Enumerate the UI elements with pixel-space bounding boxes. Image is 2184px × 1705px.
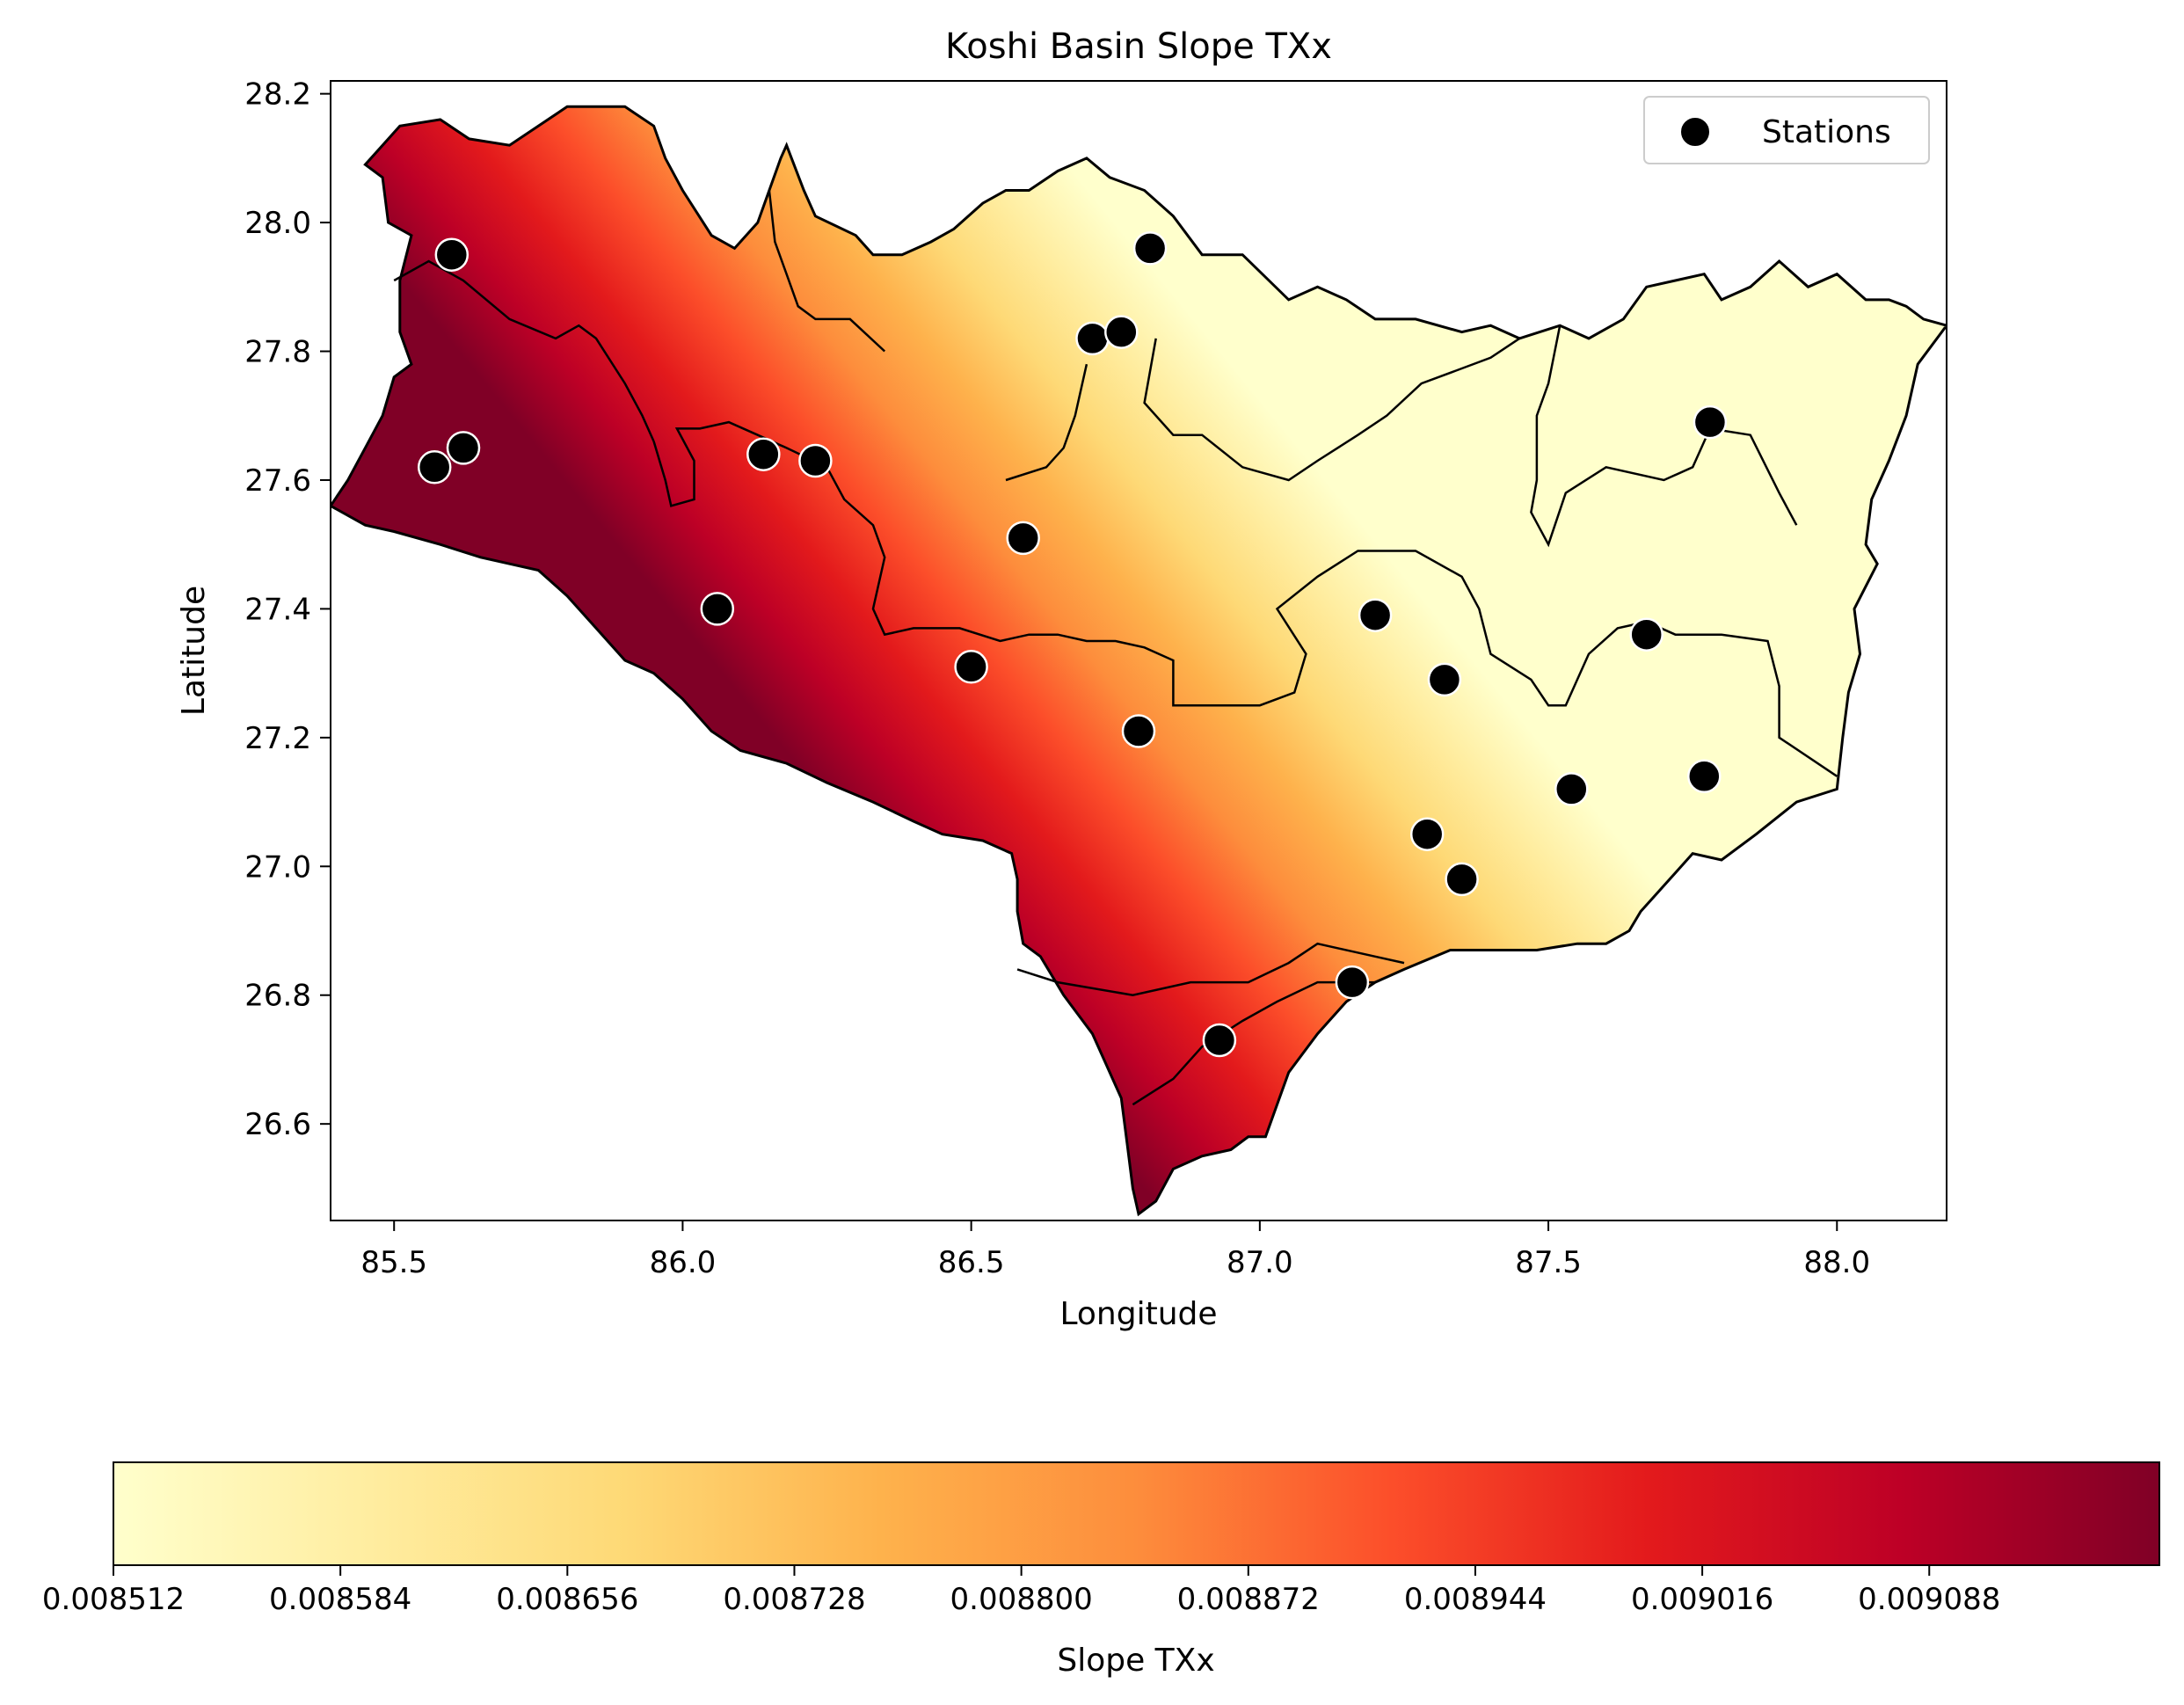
station-markers — [417, 231, 1728, 1058]
colorbar-tick-label: 0.008944 — [1404, 1582, 1547, 1617]
station-marker — [1409, 817, 1445, 851]
x-axis-label: Longitude — [1059, 1296, 1217, 1332]
station-marker — [1075, 321, 1110, 356]
station-marker — [700, 592, 735, 626]
station-marker — [417, 450, 452, 485]
station-marker — [798, 443, 833, 478]
station-marker — [1693, 404, 1728, 440]
station-marker — [746, 437, 781, 471]
x-tick-label: 86.5 — [938, 1245, 1005, 1280]
legend-label: Stations — [1762, 114, 1891, 150]
colorbar-tick-label: 0.008872 — [1177, 1582, 1320, 1617]
station-marker — [1104, 315, 1139, 349]
legend-station-marker — [1679, 116, 1711, 148]
station-marker — [446, 431, 481, 465]
legend-box — [1643, 96, 1930, 164]
colorbar-tick-label: 0.008584 — [269, 1582, 411, 1617]
sub-basin-line — [1530, 324, 1798, 548]
sub-basin-line — [768, 190, 886, 353]
y-tick-label: 27.2 — [244, 721, 311, 756]
y-tick-label: 27.0 — [244, 849, 311, 885]
colorbar-label: Slope TXx — [1057, 1643, 1214, 1679]
station-marker — [1687, 759, 1722, 794]
colorbar-tick-label: 0.008800 — [950, 1582, 1093, 1617]
colorbar-tick-label: 0.008656 — [496, 1582, 638, 1617]
station-marker — [434, 237, 470, 272]
sub-basin-line — [1132, 980, 1376, 1106]
station-marker — [1006, 521, 1040, 556]
y-tick-label: 26.8 — [244, 979, 311, 1014]
x-tick-label: 85.5 — [360, 1245, 427, 1280]
y-tick-label: 27.6 — [244, 463, 311, 499]
colorbar-gradient — [113, 1461, 2160, 1566]
x-tick-label: 87.0 — [1227, 1245, 1293, 1280]
y-tick-label: 27.4 — [244, 592, 311, 627]
y-axis-label: Latitude — [176, 586, 212, 716]
sub-basin-boundaries — [393, 190, 1838, 1106]
colorbar: 0.008512 0.008584 0.008656 0.008728 0.008800… — [42, 1461, 2160, 1679]
map-title: Koshi Basin Slope TXx — [945, 26, 1332, 67]
station-marker — [1427, 662, 1462, 697]
y-tick-label: 27.8 — [244, 335, 311, 370]
station-marker — [1335, 965, 1370, 1000]
colorbar-tick-label: 0.009016 — [1631, 1582, 1773, 1617]
station-marker — [1132, 231, 1168, 266]
colorbar-tick-label: 0.008728 — [723, 1582, 865, 1617]
station-marker — [1121, 714, 1156, 748]
legend: Stations — [1643, 96, 1930, 164]
x-tick-label: 86.0 — [650, 1245, 717, 1280]
colorbar-tick-label: 0.009088 — [1858, 1582, 2000, 1617]
sub-basin-line — [652, 420, 1838, 777]
station-marker — [954, 650, 988, 684]
sub-basin-line — [1143, 337, 1520, 482]
x-axis-ticks: 85.5 86.0 86.5 87.0 87.5 88.0 — [360, 1220, 1870, 1280]
sub-basin-line — [1005, 363, 1088, 482]
y-tick-label: 26.6 — [244, 1107, 311, 1142]
axes-frame — [330, 80, 1947, 1221]
sub-basin-line — [1016, 942, 1405, 996]
x-tick-label: 88.0 — [1803, 1245, 1870, 1280]
y-axis-ticks: 26.6 26.8 27.0 27.2 27.4 27.6 27.8 28.0 28.2 — [244, 77, 331, 1142]
station-marker — [1445, 862, 1479, 897]
basin-boundary — [331, 105, 1947, 1217]
station-marker — [1358, 598, 1393, 632]
colorbar-ticks: 0.008512 0.008584 0.008656 0.008728 0.008800… — [42, 1565, 2000, 1617]
station-marker — [1629, 617, 1663, 652]
y-tick-label: 28.0 — [244, 206, 311, 241]
y-tick-label: 28.2 — [244, 77, 311, 113]
x-tick-label: 87.5 — [1515, 1245, 1582, 1280]
station-marker — [1554, 772, 1589, 806]
map-area — [331, 105, 1947, 1217]
station-marker — [1202, 1023, 1237, 1058]
sub-basin-line — [393, 259, 655, 442]
colorbar-tick-label: 0.008512 — [42, 1582, 185, 1617]
